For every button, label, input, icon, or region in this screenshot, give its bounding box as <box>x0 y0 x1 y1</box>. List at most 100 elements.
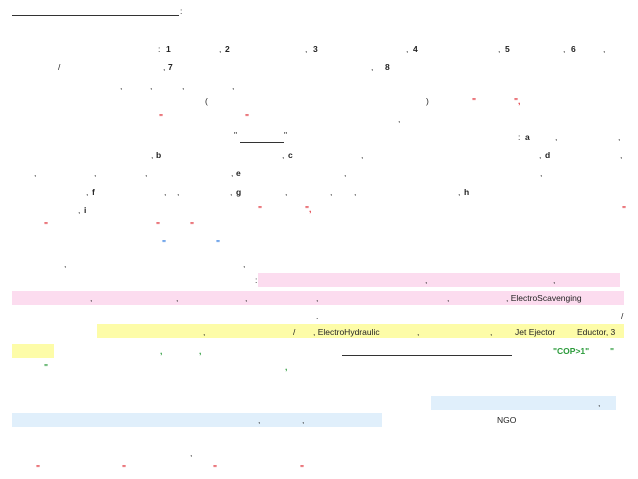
item-e: e <box>236 168 241 178</box>
comma-mark: , <box>425 275 428 285</box>
comma-mark: , <box>86 187 89 197</box>
comma-mark: , <box>620 150 623 160</box>
comma-mark: , <box>490 327 493 337</box>
green-comma: , <box>160 346 163 356</box>
comma-mark: , <box>553 275 556 285</box>
comma-mark: , <box>182 81 185 91</box>
blue-highlight <box>12 413 382 427</box>
red-quote: " <box>213 463 218 473</box>
comma-mark: , <box>120 81 123 91</box>
red-quote: " <box>36 463 41 473</box>
list-sep: , <box>371 62 374 72</box>
red-quote: " <box>622 204 627 214</box>
comma-mark: , <box>555 132 558 142</box>
red-quote-comma: ", <box>514 96 521 106</box>
comma-mark: , <box>164 187 167 197</box>
item-d: d <box>545 150 551 160</box>
item-a: a <box>525 132 530 142</box>
item-c: c <box>288 150 293 160</box>
colon: : <box>255 275 258 285</box>
comma-mark: , <box>417 327 420 337</box>
green-comma: , <box>199 346 202 356</box>
eductor-text: Eductor, 3 <box>577 327 616 337</box>
heading-underline <box>12 15 179 16</box>
red-quote: " <box>190 220 195 230</box>
comma-mark: , <box>398 114 401 124</box>
comma-mark: , <box>177 187 180 197</box>
quote-close: " <box>284 130 288 140</box>
comma-mark: , <box>64 259 67 269</box>
list-item-4: 4 <box>413 44 418 54</box>
comma-mark: , <box>94 168 97 178</box>
list-item-5: 5 <box>505 44 510 54</box>
slash: / <box>293 327 296 337</box>
comma-mark: , <box>316 293 319 303</box>
list-sep: , <box>406 44 409 54</box>
comma-mark: , <box>539 150 542 160</box>
comma-mark: , <box>151 150 154 160</box>
red-quote: " <box>300 463 305 473</box>
comma-mark: , <box>203 327 206 337</box>
comma-mark: , <box>458 187 461 197</box>
comma-mark: , <box>361 150 364 160</box>
comma-mark: , <box>176 293 179 303</box>
blue-quote: " <box>216 238 221 248</box>
list-item-1: 1 <box>166 44 171 54</box>
list-sep: , <box>305 44 308 54</box>
comma-mark: , <box>344 168 347 178</box>
comma-mark: , <box>190 448 193 458</box>
red-quote: " <box>159 112 164 122</box>
comma-mark: , <box>90 293 93 303</box>
dot: . <box>316 311 319 321</box>
underline-rule <box>342 355 512 356</box>
red-quote: " <box>156 220 161 230</box>
slash: / <box>621 311 624 321</box>
list-item-2: 2 <box>225 44 230 54</box>
red-quote: " <box>44 220 49 230</box>
cop-label: "COP>1" <box>553 346 590 356</box>
underlined-term <box>240 142 284 143</box>
comma-mark: , <box>145 168 148 178</box>
comma-mark: , <box>302 415 305 425</box>
comma-mark: , <box>447 293 450 303</box>
jet-ejector-text: Jet Ejector <box>515 327 556 337</box>
list-item-3: 3 <box>313 44 318 54</box>
electroscavenging-text: , ElectroScavenging <box>506 293 582 303</box>
red-quote: " <box>258 204 263 214</box>
yellow-highlight <box>12 344 54 358</box>
blue-highlight <box>431 396 616 410</box>
open-paren: ( <box>205 96 208 106</box>
list-item-7: 7 <box>168 62 173 72</box>
green-quote: " <box>610 346 615 356</box>
comma-mark: , <box>282 150 285 160</box>
comma-mark: , <box>230 187 233 197</box>
slash: / <box>58 62 61 72</box>
list-sep: , <box>603 44 606 54</box>
comma-mark: , <box>598 398 601 408</box>
red-quote-comma: ", <box>305 204 312 214</box>
red-quote: " <box>122 463 127 473</box>
comma-mark: , <box>540 168 543 178</box>
electrohydraulic-text: , ElectroHydraulic <box>313 327 380 337</box>
list-item-8: 8 <box>385 62 390 72</box>
list-item-6: 6 <box>571 44 576 54</box>
item-g: g <box>236 187 242 197</box>
comma-mark: , <box>231 168 234 178</box>
blue-quote: " <box>162 238 167 248</box>
item-h: h <box>464 187 470 197</box>
comma-mark: , <box>618 132 621 142</box>
pink-highlight <box>12 291 624 305</box>
comma-mark: , <box>243 259 246 269</box>
item-f: f <box>92 187 95 197</box>
quote-open: " <box>234 130 238 140</box>
heading-colon: : <box>180 6 183 16</box>
comma-mark: , <box>78 205 81 215</box>
comma-mark: , <box>258 415 261 425</box>
comma-mark: , <box>34 168 37 178</box>
green-quote: " <box>44 362 49 372</box>
colon: : <box>518 132 521 142</box>
list-sep: , <box>219 44 222 54</box>
comma-mark: , <box>354 187 357 197</box>
item-i: i <box>84 205 87 215</box>
yellow-highlight <box>97 324 624 338</box>
